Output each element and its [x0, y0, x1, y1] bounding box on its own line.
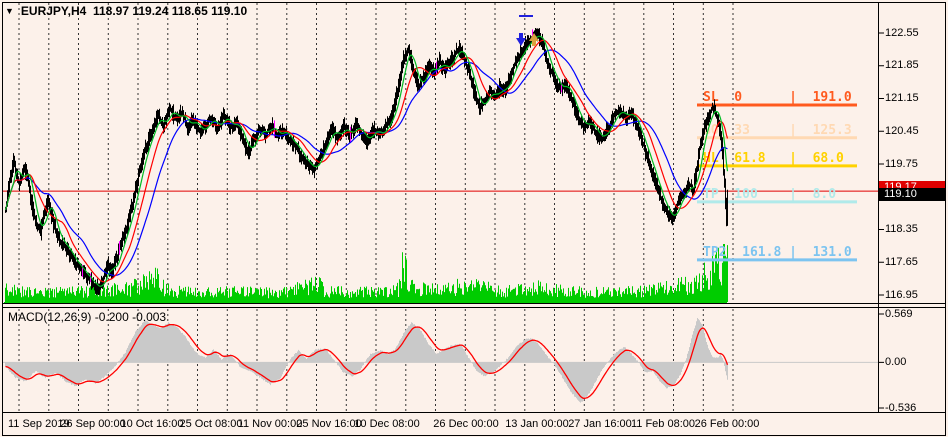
symbol-period-label: EURJPY,H4: [20, 4, 87, 18]
time-tick-label: 26 Sep 00:00: [60, 418, 126, 430]
price-tick-label: 119.75: [885, 157, 918, 170]
ma-slow-line: [4, 49, 728, 276]
level-label-tp: TP 100 | 8.0: [703, 187, 836, 202]
macd-tick-label: 0.569: [885, 307, 913, 320]
time-tick-label: 11 Sep 2019: [8, 418, 70, 430]
time-tick-label: 27 Jan 16:00: [568, 418, 632, 430]
chart-title: ▼ EURJPY,H4 118.97 119.24 118.65 119.10: [5, 4, 247, 18]
time-tick-label: 11 Feb 08:00: [630, 418, 696, 430]
volume-bars: [5, 244, 728, 302]
price-tick-label: 120.45: [885, 124, 919, 137]
line-marker: [519, 15, 533, 17]
macd-values: -0.200 -0.003: [94, 310, 167, 324]
macd-tick-label: 0.00: [885, 355, 907, 368]
time-tick-label: 13 Jan 00:00: [505, 418, 569, 430]
price-tick-label: 121.85: [885, 59, 919, 72]
time-tick-label: 10 Oct 16:00: [120, 418, 184, 430]
chart-collapse-icon[interactable]: ▼: [5, 6, 14, 16]
ohlc-values: 118.97 119.24 118.65 119.10: [92, 4, 248, 18]
macd-signal-line: [5, 323, 729, 400]
bid-price-flag: 119.10: [879, 187, 945, 201]
level-label-tp2: TP2 161.8 | 131.0: [703, 245, 852, 260]
ma-mid-line: [4, 39, 729, 283]
macd-name: MACD(12,26,9): [8, 310, 92, 324]
macd-axis-ticks: [878, 313, 884, 409]
main-chart-pane[interactable]: SL 0 | 191.0 GO 33 | 125.3 HL 61.8 | 68.0 T…: [0, 0, 948, 307]
level-label-hl: HL 61.8 | 68.0: [703, 151, 844, 166]
level-label-go: GO 33 | 125.3: [703, 123, 852, 138]
price-tick-label: 118.35: [885, 223, 918, 235]
macd-indicator-label: MACD(12,26,9) -0.200 -0.003: [8, 310, 166, 324]
macd-tick-label: -0.536: [885, 401, 917, 414]
time-tick-label: 26 Dec 00:00: [433, 418, 499, 430]
price-axis-ticks: [878, 32, 884, 296]
price-tick-label: 122.55: [885, 26, 919, 39]
macd-histogram: [5, 318, 728, 403]
price-tick-label: 117.65: [885, 255, 918, 268]
macd-indicator-pane[interactable]: [0, 307, 948, 413]
grid-lines: [18, 3, 734, 302]
ma-fast-line: [4, 35, 729, 287]
time-tick-label: 25 Oct 08:00: [179, 418, 243, 430]
price-tick-label: 121.15: [885, 92, 919, 104]
buy-arrow-icon: [529, 33, 539, 46]
time-tick-label: 11 Nov 00:00: [237, 418, 303, 430]
time-tick-label: 25 Nov 16:00: [296, 418, 362, 430]
price-tick-label: 116.95: [885, 288, 918, 301]
price-bars: [5, 28, 728, 295]
time-tick-label: 26 Feb 00:00: [694, 418, 760, 430]
time-tick-label: 10 Dec 08:00: [354, 418, 420, 430]
sell-arrow-icon: [516, 33, 526, 46]
level-label-sl: SL 0 | 191.0: [703, 90, 852, 105]
